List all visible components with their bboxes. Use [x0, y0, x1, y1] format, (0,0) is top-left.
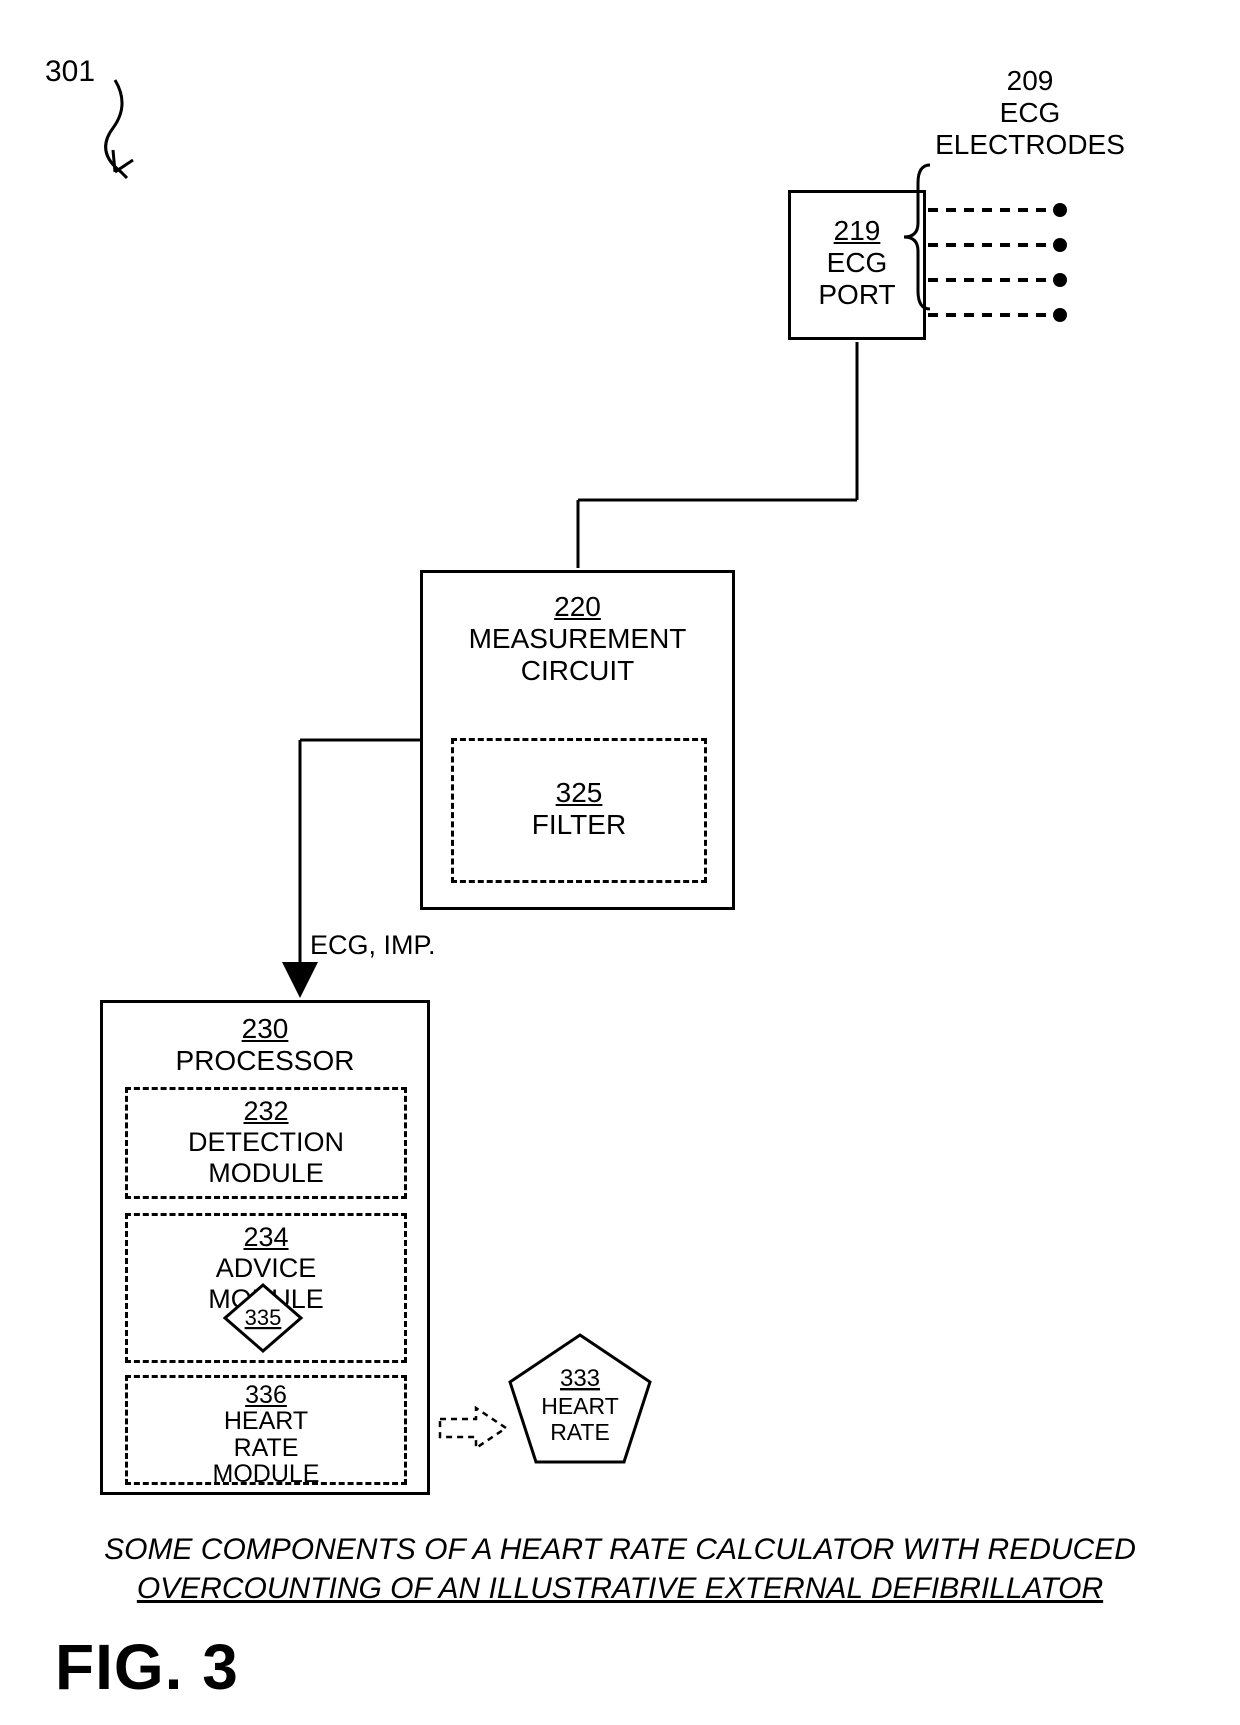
ecg-port-label-block: 219 ECG PORT: [791, 215, 923, 312]
figure-caption: SOME COMPONENTS OF A HEART RATE CALCULAT…: [70, 1530, 1170, 1608]
processor-num: 230: [242, 1013, 289, 1044]
filter-num: 325: [556, 777, 603, 808]
filter-label-block: 325 FILTER: [454, 777, 704, 841]
detection-line1: DETECTION: [188, 1127, 344, 1157]
advice-module: 234 ADVICE MODULE: [125, 1213, 407, 1363]
hr-module-line1: HEART: [224, 1407, 308, 1435]
ecg-port-line1: ECG: [827, 247, 888, 278]
pentagon-line2: RATE: [550, 1419, 610, 1445]
processor-title: 230 PROCESSOR: [103, 1013, 427, 1077]
electrodes-label: 209 ECG ELECTRODES: [905, 65, 1155, 162]
pentagon-num: 333: [560, 1365, 600, 1392]
processor-title-text: PROCESSOR: [176, 1045, 355, 1076]
electrodes-line2: ELECTRODES: [935, 129, 1125, 160]
measurement-num: 220: [554, 591, 601, 622]
electrodes-num: 209: [1007, 65, 1054, 96]
heart-rate-module: 336 HEART RATE MODULE: [125, 1375, 407, 1485]
advice-line2: MODULE: [208, 1284, 324, 1314]
pentagon-line1: HEART: [541, 1393, 619, 1419]
measurement-box: 220 MEASUREMENT CIRCUIT 325 FILTER: [420, 570, 735, 910]
detection-label-block: 232 DETECTION MODULE: [128, 1096, 404, 1189]
measurement-line1: MEASUREMENT: [469, 623, 687, 654]
detection-module: 232 DETECTION MODULE: [125, 1087, 407, 1199]
advice-num: 234: [243, 1222, 288, 1252]
signal-label: ECG, IMP.: [310, 930, 436, 961]
ecg-port-num: 219: [834, 215, 881, 246]
caption-line2: OVERCOUNTING OF AN ILLUSTRATIVE EXTERNAL…: [137, 1572, 1103, 1605]
diagram-canvas: 301 209 ECG ELECTRODES 219 ECG PORT 220 …: [0, 0, 1240, 1725]
filter-line1: FILTER: [532, 809, 626, 840]
ecg-port-box: 219 ECG PORT: [788, 190, 926, 340]
measurement-line2: CIRCUIT: [521, 655, 635, 686]
advice-line1: ADVICE: [216, 1253, 317, 1283]
ecg-port-line2: PORT: [818, 279, 895, 310]
figure-number: FIG. 3: [55, 1630, 239, 1704]
processor-box: 230 PROCESSOR 232 DETECTION MODULE 234 A…: [100, 1000, 430, 1495]
hr-module-num: 336: [245, 1381, 287, 1409]
hr-module-line2: RATE: [234, 1434, 299, 1462]
detection-num: 232: [243, 1096, 288, 1126]
figure-ref-301: 301: [45, 55, 95, 90]
electrodes-line1: ECG: [1000, 97, 1061, 128]
hr-module-label: 336 HEART RATE MODULE: [128, 1382, 404, 1487]
measurement-title: 220 MEASUREMENT CIRCUIT: [423, 591, 732, 688]
detection-line2: MODULE: [208, 1158, 324, 1188]
filter-box: 325 FILTER: [451, 738, 707, 883]
hr-module-line3: MODULE: [213, 1460, 320, 1488]
caption-line1: SOME COMPONENTS OF A HEART RATE CALCULAT…: [104, 1533, 1136, 1566]
advice-label-block: 234 ADVICE MODULE: [128, 1222, 404, 1315]
